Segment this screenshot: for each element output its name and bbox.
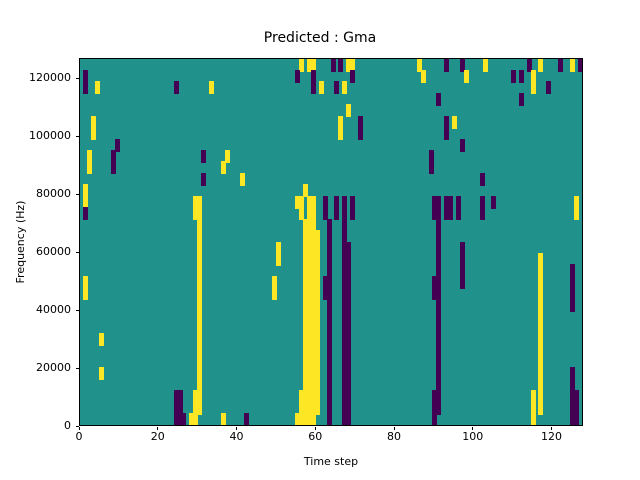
y-tick-label: 80000 xyxy=(36,187,71,200)
heatmap-plot-area[interactable] xyxy=(79,58,583,426)
x-tick-label: 20 xyxy=(150,430,165,443)
x-tick-label: 100 xyxy=(462,430,484,443)
y-tick-label: 120000 xyxy=(29,71,71,84)
x-tick-mark xyxy=(157,426,159,430)
x-tick-mark xyxy=(314,426,316,430)
y-tick-mark xyxy=(75,135,79,137)
x-tick-label: 0 xyxy=(75,430,83,443)
x-tick-label: 120 xyxy=(541,430,562,443)
y-tick-label: 60000 xyxy=(36,245,71,258)
x-tick-label: 40 xyxy=(229,430,244,443)
y-tick-mark xyxy=(75,367,79,369)
y-tick-label: 100000 xyxy=(29,129,71,142)
y-tick-mark xyxy=(75,193,79,195)
y-tick-label: 40000 xyxy=(36,303,71,316)
x-tick-mark xyxy=(551,426,552,430)
y-tick-mark xyxy=(75,425,79,427)
x-tick-label: 60 xyxy=(308,430,323,443)
x-tick-mark xyxy=(393,426,395,430)
page-title: Predicted : Gma xyxy=(263,30,377,46)
x-tick-label: 80 xyxy=(387,430,401,443)
y-tick-mark xyxy=(75,251,79,253)
y-tick-mark xyxy=(75,309,79,311)
x-axis-label: Time step xyxy=(303,455,359,468)
heatmap-image xyxy=(80,59,582,425)
x-tick-mark xyxy=(78,426,80,430)
y-tick-label: 0 xyxy=(64,419,71,432)
y-tick-label: 20000 xyxy=(36,361,71,374)
x-tick-mark xyxy=(236,426,237,430)
y-tick-mark xyxy=(75,77,79,79)
x-tick-mark xyxy=(472,426,474,430)
